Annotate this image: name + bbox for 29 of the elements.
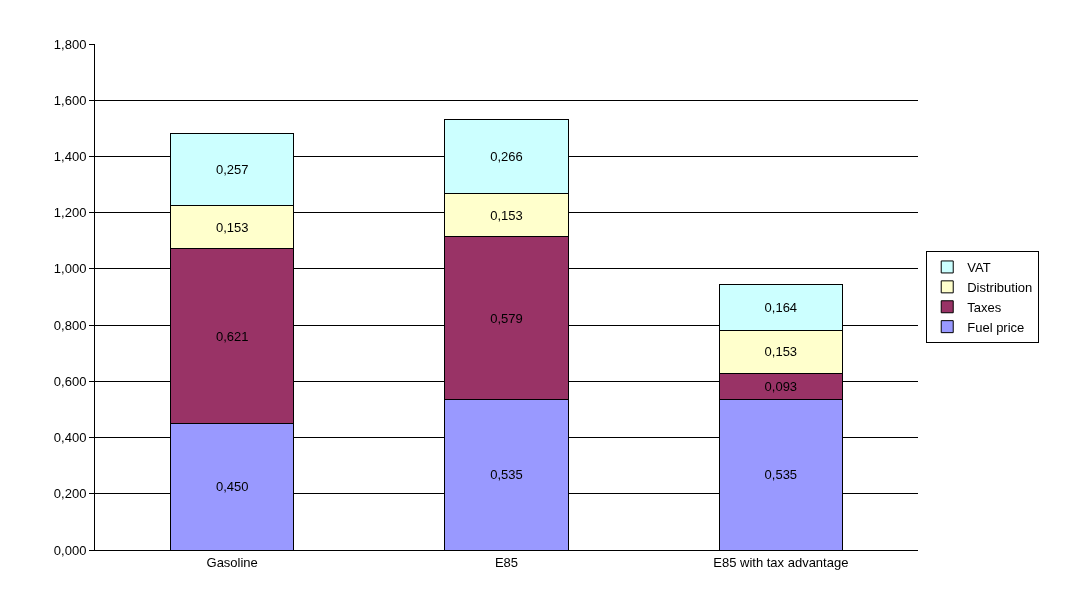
data-label: 0,621 — [215, 328, 249, 344]
data-label: 0,535 — [490, 467, 523, 483]
x-tick-label: E85 with tax advantage — [713, 554, 849, 570]
y-tick-label: 1,000 — [53, 261, 87, 277]
data-label: 0,093 — [764, 379, 798, 395]
legend-label: Distribution — [967, 279, 1033, 295]
x-tick-label: E85 — [494, 554, 519, 570]
y-tick-label: 1,600 — [53, 92, 87, 108]
y-tick-label: 1,400 — [53, 148, 87, 164]
y-tick-label: 0,000 — [53, 542, 87, 558]
data-label: 0,450 — [215, 479, 249, 495]
y-tick-label: 0,200 — [53, 486, 87, 502]
x-tick-label: Gasoline — [206, 554, 258, 570]
data-label: 0,153 — [490, 207, 523, 223]
legend-label: VAT — [967, 260, 991, 276]
data-label: 0,535 — [764, 467, 798, 483]
y-tick-label: 0,800 — [53, 317, 87, 333]
y-tick-label: 1,200 — [53, 205, 87, 221]
y-tick-label: 0,400 — [53, 430, 87, 446]
y-tick-label: 1,800 — [53, 36, 87, 52]
data-label: 0,153 — [215, 219, 249, 235]
data-label: 0,164 — [764, 299, 798, 315]
data-label: 0,266 — [490, 148, 523, 164]
data-label: 0,257 — [215, 162, 249, 178]
data-label: 0,153 — [764, 344, 798, 360]
legend-label: Taxes — [967, 299, 1002, 315]
data-label: 0,579 — [490, 310, 523, 326]
legend-label: Fuel price — [967, 319, 1025, 335]
y-tick-label: 0,600 — [53, 373, 87, 389]
